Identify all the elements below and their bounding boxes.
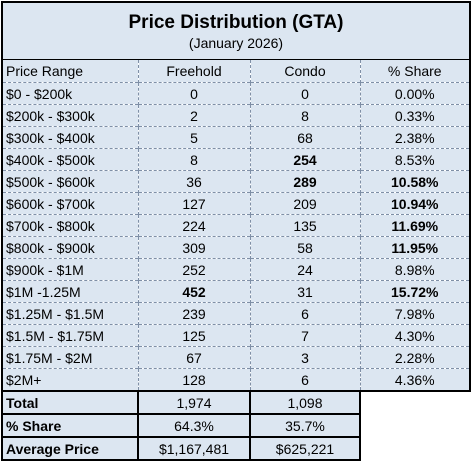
table-title: Price Distribution (GTA) — [1, 1, 471, 33]
table-row: $700k - $800k 224 135 11.69% — [1, 214, 471, 237]
header-condo: Condo — [249, 59, 360, 83]
table-row: $1M -1.25M 452 31 15.72% — [1, 280, 471, 303]
condo-cell: 289 — [249, 170, 360, 193]
freehold-cell: 125 — [137, 324, 250, 347]
condo-cell: 8 — [249, 104, 360, 127]
table-row: $500k - $600k 36 289 10.58% — [1, 170, 471, 193]
condo-cell: 68 — [249, 126, 360, 149]
condo-cell: 24 — [249, 258, 360, 281]
price-range-cell: $1.25M - $1.5M — [1, 302, 138, 325]
share-cell: 11.69% — [359, 214, 471, 237]
header-freehold: Freehold — [137, 59, 250, 83]
freehold-cell: 224 — [137, 214, 250, 237]
freehold-cell: 128 — [137, 368, 250, 392]
summary-label: Average Price — [1, 436, 139, 461]
summary-freehold: 1,974 — [137, 390, 251, 415]
price-range-cell: $1.5M - $1.75M — [1, 324, 138, 347]
condo-cell: 6 — [249, 368, 360, 392]
share-cell: 4.36% — [359, 368, 471, 392]
condo-cell: 58 — [249, 236, 360, 259]
table-subtitle: (January 2026) — [1, 33, 471, 60]
condo-cell: 31 — [249, 280, 360, 303]
summary-freehold: $1,167,481 — [137, 436, 251, 461]
freehold-cell: 0 — [137, 82, 250, 105]
freehold-cell: 239 — [137, 302, 250, 325]
freehold-cell: 127 — [137, 192, 250, 215]
table-row: $0 - $200k 0 0 0.00% — [1, 82, 471, 105]
price-range-cell: $1.75M - $2M — [1, 346, 138, 369]
condo-cell: 7 — [249, 324, 360, 347]
table-row: $1.25M - $1.5M 239 6 7.98% — [1, 302, 471, 325]
share-cell: 2.28% — [359, 346, 471, 369]
condo-cell: 209 — [249, 192, 360, 215]
empty-cell — [360, 437, 470, 460]
empty-cell — [360, 391, 470, 414]
summary-label: Total — [1, 390, 139, 415]
share-cell: 11.95% — [359, 236, 471, 259]
share-cell: 4.30% — [359, 324, 471, 347]
share-cell: 7.98% — [359, 302, 471, 325]
table-row: $600k - $700k 127 209 10.94% — [1, 192, 471, 215]
price-range-cell: $500k - $600k — [1, 170, 138, 193]
share-cell: 10.94% — [359, 192, 471, 215]
condo-cell: 254 — [249, 148, 360, 171]
share-cell: 2.38% — [359, 126, 471, 149]
price-range-cell: $0 - $200k — [1, 82, 138, 105]
table-row: $800k - $900k 309 58 11.95% — [1, 236, 471, 259]
freehold-cell: 5 — [137, 126, 250, 149]
summary-condo: 1,098 — [249, 390, 361, 415]
share-cell: 15.72% — [359, 280, 471, 303]
condo-cell: 3 — [249, 346, 360, 369]
condo-cell: 135 — [249, 214, 360, 237]
table-row: $200k - $300k 2 8 0.33% — [1, 104, 471, 127]
price-range-cell: $1M -1.25M — [1, 280, 138, 303]
header-share: % Share — [359, 59, 471, 83]
freehold-cell: 2 — [137, 104, 250, 127]
price-range-cell: $400k - $500k — [1, 148, 138, 171]
freehold-cell: 252 — [137, 258, 250, 281]
share-cell: 0.00% — [359, 82, 471, 105]
price-range-cell: $300k - $400k — [1, 126, 138, 149]
share-cell: 8.53% — [359, 148, 471, 171]
summary-row: % Share 64.3% 35.7% — [1, 413, 470, 438]
table-row: $1.75M - $2M 67 3 2.28% — [1, 346, 471, 369]
summary-condo: 35.7% — [249, 413, 361, 438]
share-cell: 8.98% — [359, 258, 471, 281]
condo-cell: 6 — [249, 302, 360, 325]
price-range-cell: $800k - $900k — [1, 236, 138, 259]
share-cell: 10.58% — [359, 170, 471, 193]
summary-label: % Share — [1, 413, 139, 438]
price-range-cell: $2M+ — [1, 368, 138, 392]
freehold-cell: 452 — [137, 280, 250, 303]
freehold-cell: 36 — [137, 170, 250, 193]
summary-freehold: 64.3% — [137, 413, 251, 438]
table-row: $900k - $1M 252 24 8.98% — [1, 258, 471, 281]
price-range-cell: $700k - $800k — [1, 214, 138, 237]
summary-row: Average Price $1,167,481 $625,221 — [1, 436, 470, 461]
freehold-cell: 67 — [137, 346, 250, 369]
freehold-cell: 309 — [137, 236, 250, 259]
freehold-cell: 8 — [137, 148, 250, 171]
empty-cell — [360, 414, 470, 437]
table-row: $2M+ 128 6 4.36% — [1, 368, 471, 392]
table-row: $400k - $500k 8 254 8.53% — [1, 148, 471, 171]
price-range-cell: $600k - $700k — [1, 192, 138, 215]
price-range-cell: $900k - $1M — [1, 258, 138, 281]
table-row: $1.5M - $1.75M 125 7 4.30% — [1, 324, 471, 347]
header-price-range: Price Range — [1, 59, 138, 83]
table-row: $300k - $400k 5 68 2.38% — [1, 126, 471, 149]
summary-condo: $625,221 — [249, 436, 361, 461]
summary-row: Total 1,974 1,098 — [1, 390, 470, 415]
condo-cell: 0 — [249, 82, 360, 105]
column-header-row: Price Range Freehold Condo % Share — [1, 59, 471, 83]
price-range-cell: $200k - $300k — [1, 104, 138, 127]
share-cell: 0.33% — [359, 104, 471, 127]
